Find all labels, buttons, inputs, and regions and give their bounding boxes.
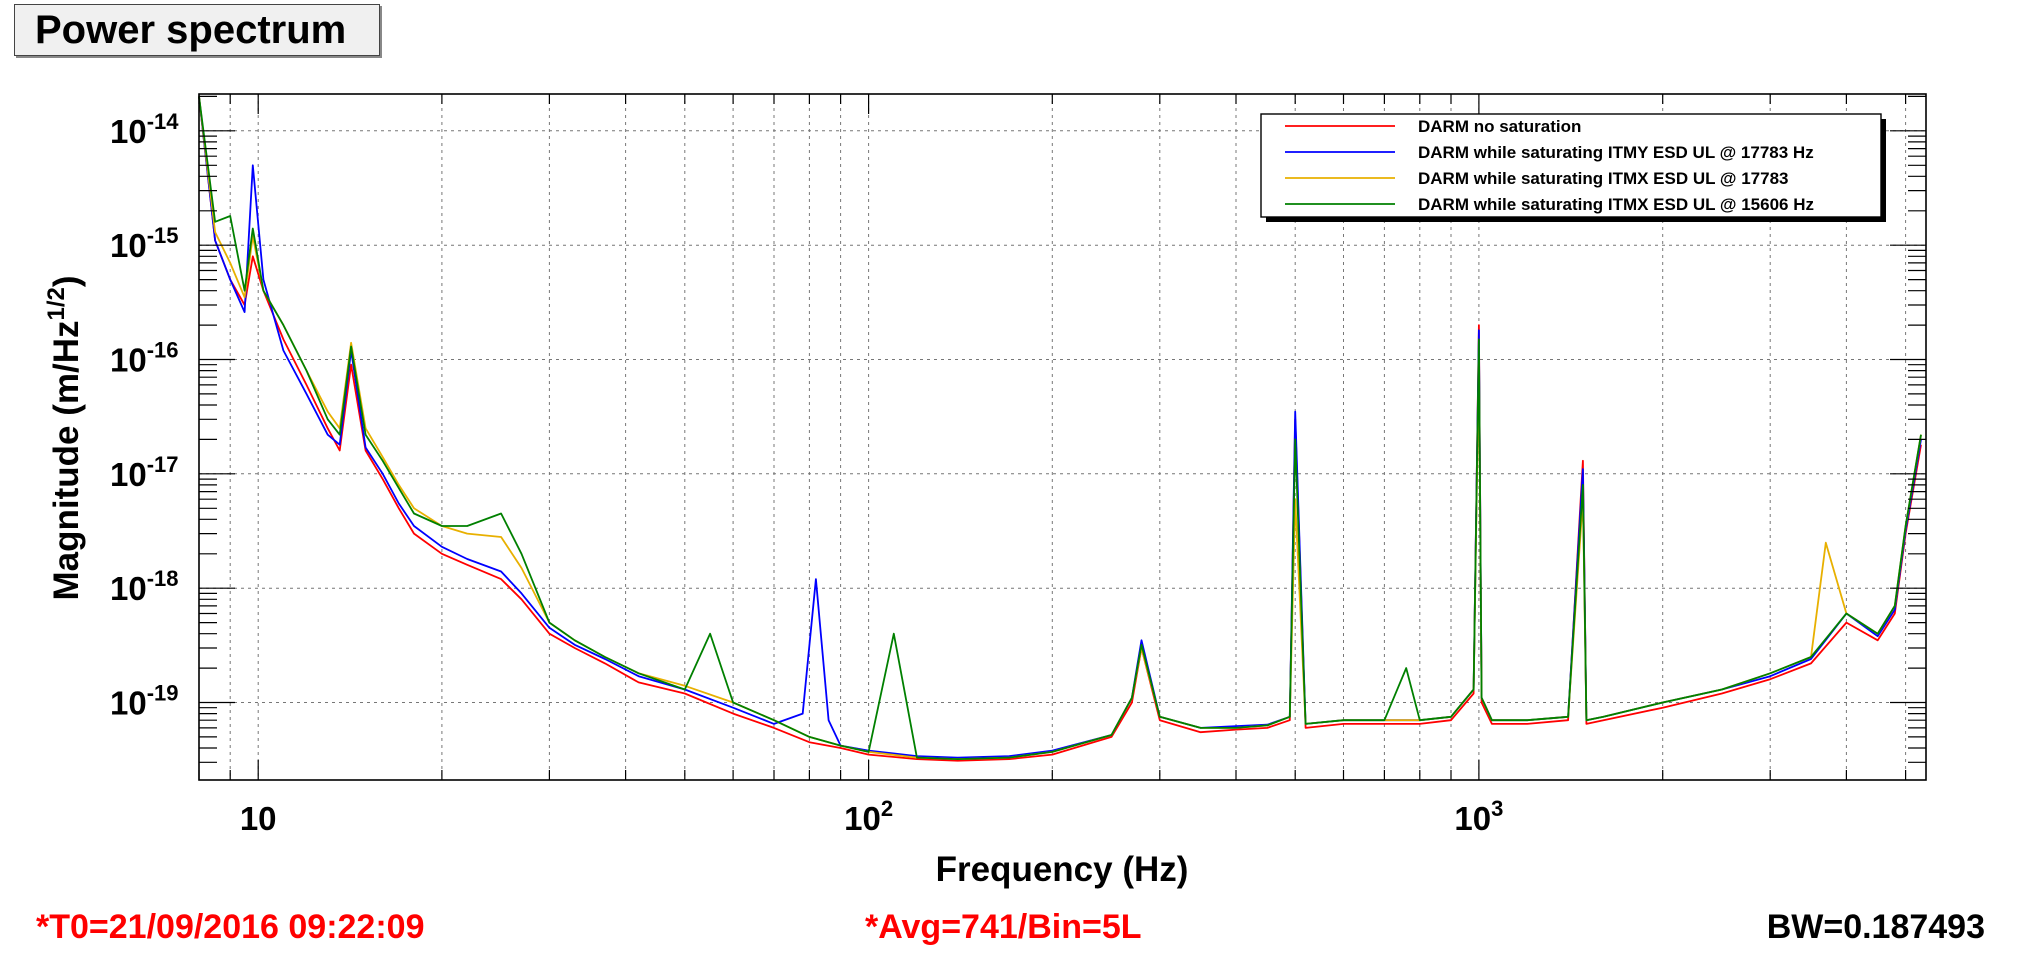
y-tick-label: 10-14 <box>110 109 179 150</box>
y-axis-label-sup: 1/2 <box>43 287 70 320</box>
legend-box <box>1260 113 1882 218</box>
y-axis-label-main: Magnitude (m/Hz <box>47 321 86 601</box>
chart-title: Power spectrum <box>14 4 380 56</box>
legend-label-2: DARM while saturating ITMY ESD UL @ 1778… <box>1418 143 1814 162</box>
x-tick-label: 103 <box>1454 796 1503 837</box>
y-tick-label: 10-17 <box>110 452 179 493</box>
axis-ticks <box>198 94 1926 780</box>
legend-label-1: DARM no saturation <box>1418 117 1581 136</box>
y-tick-label: 10-18 <box>110 566 179 607</box>
series-line-4 <box>198 96 1922 760</box>
y-tick-label: 10-16 <box>110 338 179 379</box>
legend: DARM no saturation DARM while saturating … <box>1260 113 1886 222</box>
series-layer <box>198 96 1922 762</box>
x-tick-label: 102 <box>844 796 893 837</box>
y-axis-label-close: ) <box>47 275 86 287</box>
x-axis-label: Frequency (Hz) <box>936 850 1189 889</box>
footer-t0: *T0=21/09/2016 09:22:09 <box>36 908 425 946</box>
plot-frame <box>198 93 1927 781</box>
footer-bandwidth: BW=0.187493 <box>1766 908 1985 946</box>
x-tick-labels: 10 102 103 <box>240 796 1504 837</box>
y-tick-label: 10-19 <box>110 681 179 722</box>
y-axis-label: Magnitude (m/Hz1/2) <box>43 275 86 600</box>
y-tick-label: 10-15 <box>110 223 179 264</box>
legend-label-3: DARM while saturating ITMX ESD UL @ 1778… <box>1418 169 1789 188</box>
legend-label-4: DARM while saturating ITMX ESD UL @ 1560… <box>1418 195 1814 214</box>
footer-avg-bin: *Avg=741/Bin=5L <box>865 908 1142 946</box>
y-tick-labels: 10-14 10-15 10-16 10-17 10-18 10-19 <box>110 109 179 722</box>
x-tick-label: 10 <box>240 800 277 837</box>
